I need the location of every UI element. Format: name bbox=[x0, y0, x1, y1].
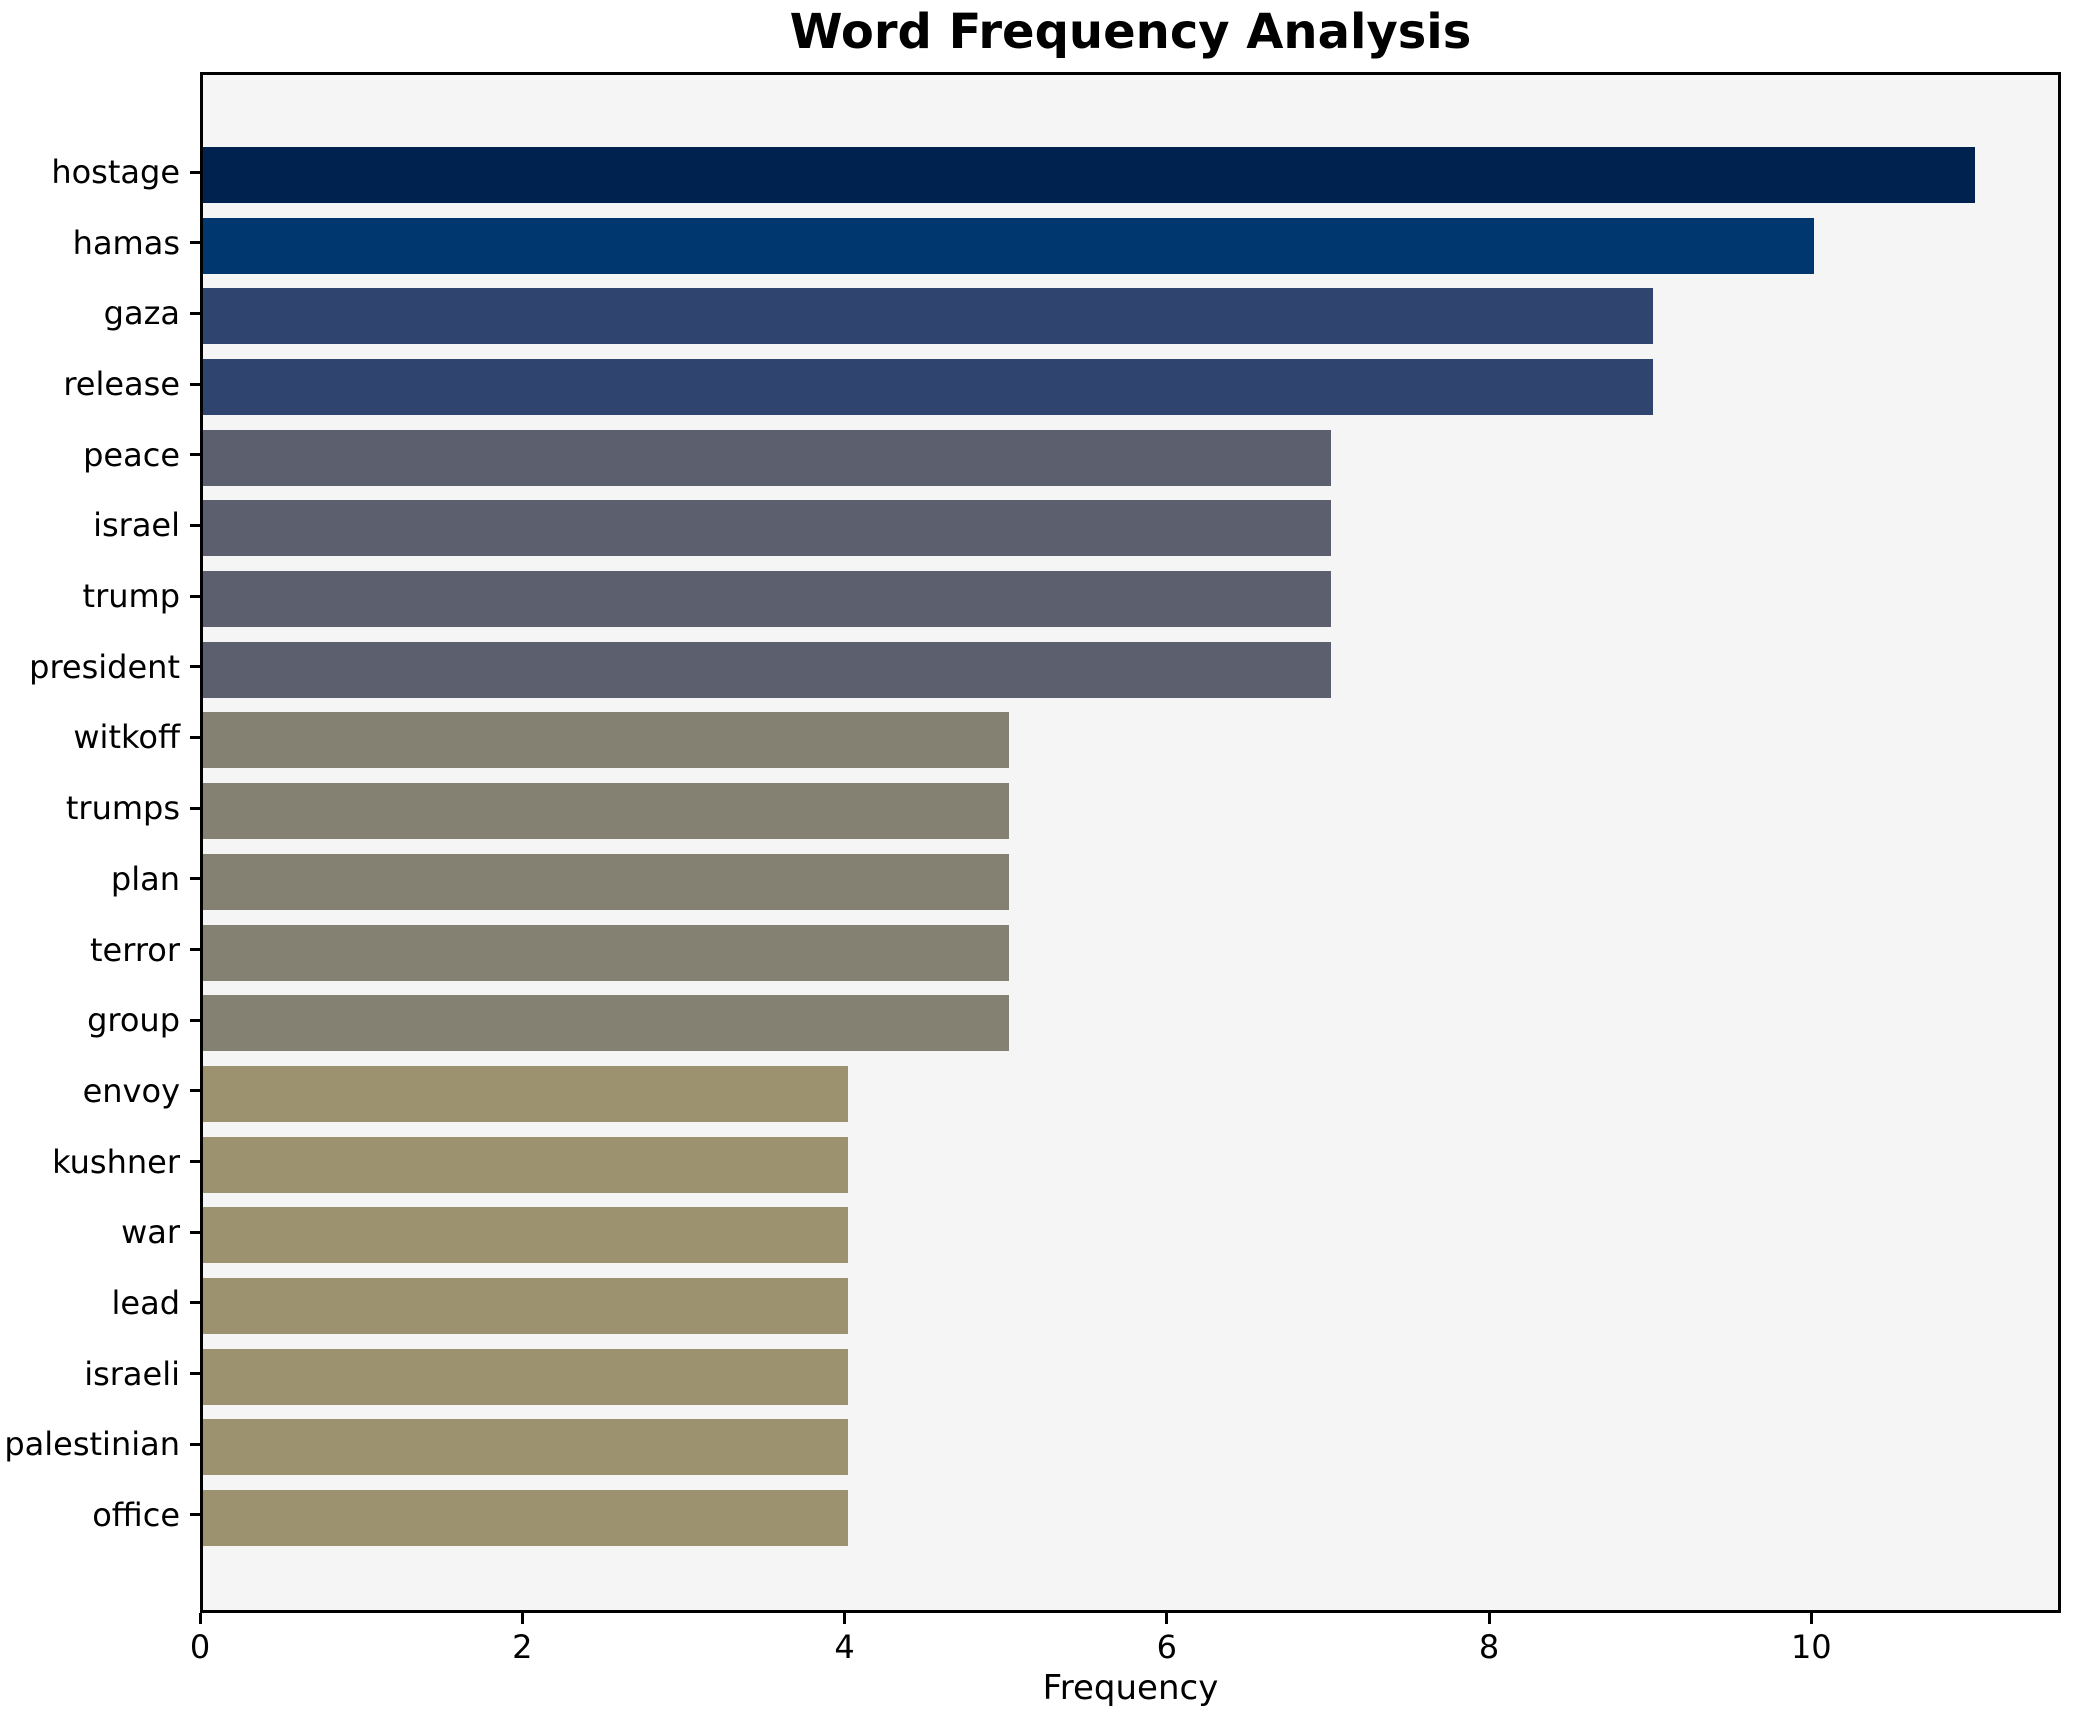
bar-trump bbox=[203, 571, 1331, 628]
x-axis-label: Frequency bbox=[1042, 1668, 1219, 1708]
bar-president bbox=[203, 641, 1331, 698]
y-tick-label-palestinian: palestinian bbox=[4, 1425, 180, 1464]
y-tick-mark bbox=[190, 1160, 200, 1163]
bar-envoy bbox=[203, 1065, 848, 1122]
y-tick-label-terror: terror bbox=[89, 930, 180, 969]
y-tick-mark bbox=[190, 382, 200, 386]
y-tick-label-envoy: envoy bbox=[82, 1071, 180, 1110]
y-tick-label-trump: trump bbox=[82, 577, 180, 616]
y-tick-mark bbox=[190, 170, 200, 174]
x-tick-mark bbox=[1165, 1613, 1169, 1624]
x-tick-label-4: 4 bbox=[834, 1628, 855, 1666]
bar-terror bbox=[203, 924, 1009, 981]
y-tick-mark bbox=[190, 665, 200, 669]
y-tick-mark bbox=[190, 594, 200, 598]
bar-group bbox=[203, 995, 1009, 1052]
bar-plan bbox=[203, 853, 1009, 910]
y-tick-label-group: group bbox=[87, 1001, 180, 1040]
bar-israel bbox=[203, 500, 1331, 557]
plot-area bbox=[200, 72, 2061, 1613]
y-tick-mark bbox=[190, 806, 200, 810]
y-axis: hostage hamas gaza release peace israel trump p… bbox=[0, 0, 200, 1722]
y-tick-label-hostage: hostage bbox=[51, 153, 180, 191]
bar-hostage bbox=[203, 147, 1976, 203]
y-tick-label-gaza: gaza bbox=[103, 294, 180, 333]
chart-title: Word Frequency Analysis bbox=[789, 4, 1472, 60]
bar-peace bbox=[203, 429, 1331, 486]
x-tick-label-0: 0 bbox=[189, 1628, 211, 1666]
x-tick-mark bbox=[198, 1613, 202, 1624]
bar-release bbox=[203, 359, 1654, 415]
y-tick-mark bbox=[190, 735, 200, 739]
bar-palestinian bbox=[203, 1419, 848, 1476]
y-tick-label-trumps: trumps bbox=[65, 789, 180, 828]
bar-witkoff bbox=[203, 712, 1009, 769]
bar-gaza bbox=[203, 288, 1654, 345]
y-tick-label-lead: lead bbox=[111, 1283, 181, 1322]
bar-kushner bbox=[203, 1136, 848, 1193]
bar-trumps bbox=[203, 783, 1009, 840]
y-tick-label-war: war bbox=[121, 1213, 180, 1252]
bar-israeli bbox=[203, 1348, 848, 1405]
y-tick-label-release: release bbox=[63, 365, 180, 403]
bar-office bbox=[203, 1489, 848, 1546]
y-tick-mark bbox=[190, 311, 200, 315]
y-tick-mark bbox=[190, 523, 200, 527]
y-tick-mark bbox=[190, 1089, 200, 1093]
x-tick-mark bbox=[520, 1613, 524, 1624]
y-tick-mark bbox=[190, 948, 200, 951]
bar-hamas bbox=[203, 217, 1815, 274]
x-tick-mark bbox=[843, 1613, 846, 1624]
y-tick-label-israeli: israeli bbox=[84, 1354, 180, 1393]
y-tick-label-hamas: hamas bbox=[72, 223, 180, 262]
bar-war bbox=[203, 1207, 848, 1264]
y-tick-mark bbox=[190, 1372, 200, 1376]
y-tick-label-witkoff: witkoff bbox=[73, 718, 180, 757]
y-tick-mark bbox=[190, 1513, 200, 1517]
y-tick-label-peace: peace bbox=[83, 435, 180, 474]
x-tick-mark bbox=[1809, 1613, 1813, 1624]
y-tick-mark bbox=[190, 877, 200, 881]
y-tick-mark bbox=[190, 1442, 200, 1446]
x-tick-label-10: 10 bbox=[1790, 1628, 1832, 1666]
y-tick-mark bbox=[190, 453, 200, 457]
y-tick-label-kushner: kushner bbox=[52, 1142, 180, 1181]
x-tick-label-6: 6 bbox=[1156, 1628, 1177, 1666]
y-tick-mark bbox=[190, 241, 200, 245]
x-tick-label-8: 8 bbox=[1478, 1628, 1500, 1666]
x-tick-mark bbox=[1487, 1613, 1491, 1624]
y-tick-label-office: office bbox=[92, 1495, 180, 1534]
y-tick-mark bbox=[190, 1230, 200, 1234]
y-tick-mark bbox=[190, 1018, 200, 1022]
bar-lead bbox=[203, 1277, 848, 1334]
y-tick-mark bbox=[190, 1301, 200, 1305]
y-tick-label-plan: plan bbox=[110, 859, 180, 898]
x-tick-label-2: 2 bbox=[512, 1628, 533, 1666]
y-tick-label-israel: israel bbox=[93, 506, 180, 545]
y-tick-label-president: president bbox=[29, 647, 180, 686]
